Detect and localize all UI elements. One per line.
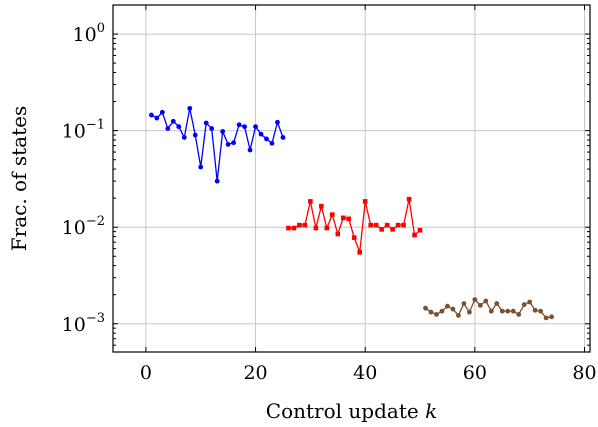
data-point	[538, 308, 544, 314]
data-point	[253, 124, 258, 130]
y-tick-label: 10−2	[62, 214, 105, 239]
data-point	[225, 142, 231, 147]
data-point	[165, 126, 171, 131]
data-point	[187, 105, 193, 111]
series-3	[423, 297, 555, 321]
data-point	[406, 196, 412, 202]
data-point	[516, 312, 522, 317]
data-point	[247, 147, 253, 153]
data-point	[280, 135, 286, 140]
data-point	[428, 309, 434, 315]
x-axis-label-variable: k	[425, 399, 437, 423]
series-1	[148, 105, 286, 184]
y-tick-label: 10−3	[62, 311, 105, 336]
data-point	[390, 227, 395, 232]
data-point	[264, 136, 269, 142]
axis-ticks: 0 20 40 60 80 100 10−1 10−2 10−3	[62, 4, 597, 384]
data-point	[220, 129, 226, 134]
data-point	[291, 225, 297, 231]
data-point	[335, 231, 341, 237]
data-point	[275, 119, 280, 125]
data-point	[456, 313, 461, 318]
data-point	[203, 120, 209, 126]
data-point	[373, 222, 379, 228]
data-point	[543, 315, 549, 321]
x-tick-label: 20	[243, 362, 267, 384]
data-point	[297, 222, 302, 228]
data-point	[417, 227, 423, 233]
data-point	[472, 297, 478, 302]
data-point	[510, 308, 516, 314]
data-point	[214, 178, 220, 184]
plot-frame	[112, 4, 591, 353]
series-2	[286, 196, 423, 255]
data-point	[236, 122, 242, 128]
data-point	[379, 227, 384, 232]
data-point	[209, 126, 215, 131]
data-point	[181, 135, 187, 140]
data-point	[423, 305, 428, 311]
data-point	[368, 222, 373, 228]
x-tick-label: 40	[353, 362, 377, 384]
data-point	[357, 249, 363, 255]
data-point	[434, 312, 439, 317]
data-point	[170, 118, 176, 124]
data-point	[351, 235, 357, 240]
data-point	[445, 303, 450, 309]
data-point	[258, 131, 264, 137]
data-point	[483, 298, 489, 304]
data-point	[231, 140, 237, 146]
data-point	[346, 216, 352, 222]
data-point	[313, 225, 319, 231]
data-point	[505, 308, 511, 314]
y-tick-label: 10−1	[62, 118, 105, 143]
data-point	[159, 109, 165, 115]
y-axis-label: Frac. of states	[7, 106, 31, 251]
data-point	[488, 308, 494, 314]
data-point	[384, 222, 390, 228]
data-point	[176, 124, 182, 130]
grid	[113, 5, 590, 352]
x-tick-label: 0	[140, 362, 152, 384]
data-point	[532, 307, 538, 313]
data-point	[450, 306, 456, 312]
data-point	[242, 124, 247, 130]
x-axis-label-text: Control update	[266, 399, 425, 423]
data-point	[521, 302, 527, 307]
data-point	[499, 308, 505, 314]
x-tick-label: 60	[463, 362, 487, 384]
data-point	[395, 222, 401, 228]
data-point	[401, 222, 406, 228]
data-point	[302, 222, 308, 228]
data-point	[154, 115, 160, 121]
data-point	[466, 309, 472, 315]
data-point	[192, 132, 198, 138]
data-point	[319, 203, 324, 209]
data-point	[330, 212, 335, 217]
x-tick-label: 80	[572, 362, 596, 384]
data-point	[461, 301, 467, 306]
series-line	[151, 108, 284, 182]
data-point	[340, 215, 346, 221]
plot-series	[148, 105, 555, 321]
data-point	[148, 112, 154, 118]
data-point	[324, 225, 330, 231]
series-line	[425, 298, 552, 319]
data-point	[527, 299, 533, 305]
data-point	[198, 164, 204, 170]
data-point	[549, 314, 555, 320]
data-point	[439, 308, 445, 314]
x-axis-label: Control update k	[266, 399, 437, 423]
data-point	[412, 232, 417, 238]
data-point	[494, 301, 500, 306]
y-tick-label: 100	[73, 21, 105, 46]
data-point	[286, 225, 291, 231]
data-point	[477, 302, 483, 308]
data-point	[269, 140, 275, 146]
data-point	[362, 199, 368, 204]
data-point	[308, 199, 313, 204]
